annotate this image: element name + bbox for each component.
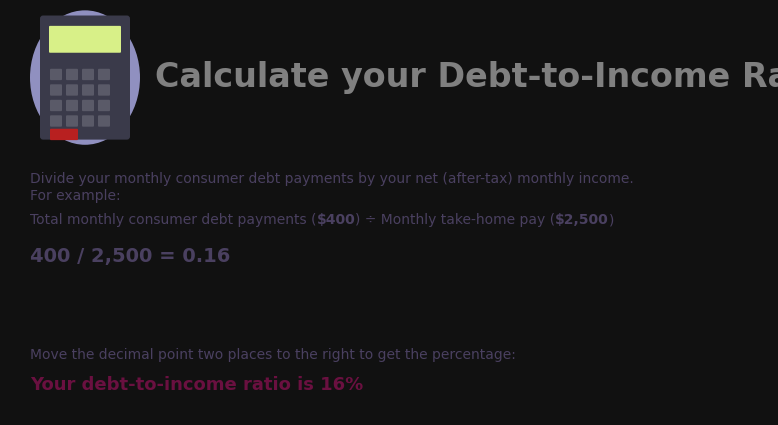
FancyBboxPatch shape — [82, 115, 94, 127]
FancyBboxPatch shape — [98, 100, 110, 111]
FancyBboxPatch shape — [50, 100, 62, 111]
FancyBboxPatch shape — [49, 26, 121, 53]
FancyBboxPatch shape — [66, 84, 78, 96]
FancyBboxPatch shape — [50, 69, 62, 80]
Text: $2,500: $2,500 — [555, 213, 609, 227]
FancyBboxPatch shape — [40, 16, 130, 140]
Text: Total monthly consumer debt payments (: Total monthly consumer debt payments ( — [30, 213, 317, 227]
FancyBboxPatch shape — [82, 69, 94, 80]
Ellipse shape — [30, 10, 140, 145]
FancyBboxPatch shape — [50, 129, 78, 140]
Text: 400 / 2,500 = 0.16: 400 / 2,500 = 0.16 — [30, 247, 230, 266]
FancyBboxPatch shape — [50, 84, 62, 96]
Text: For example:: For example: — [30, 189, 121, 203]
FancyBboxPatch shape — [98, 84, 110, 96]
FancyBboxPatch shape — [66, 69, 78, 80]
FancyBboxPatch shape — [82, 100, 94, 111]
Text: Divide your monthly consumer debt payments by your net (after-tax) monthly incom: Divide your monthly consumer debt paymen… — [30, 172, 634, 186]
Text: $400: $400 — [317, 213, 356, 227]
FancyBboxPatch shape — [50, 115, 62, 127]
Text: ) ÷ Monthly take-home pay (: ) ÷ Monthly take-home pay ( — [356, 213, 555, 227]
FancyBboxPatch shape — [98, 115, 110, 127]
Text: ): ) — [609, 213, 615, 227]
FancyBboxPatch shape — [98, 69, 110, 80]
Text: Move the decimal point two places to the right to get the percentage:: Move the decimal point two places to the… — [30, 348, 516, 362]
Text: Calculate your Debt-to-Income Ratio: Calculate your Debt-to-Income Ratio — [155, 61, 778, 94]
Text: Your debt-to-income ratio is 16%: Your debt-to-income ratio is 16% — [30, 376, 363, 394]
FancyBboxPatch shape — [66, 115, 78, 127]
FancyBboxPatch shape — [82, 84, 94, 96]
FancyBboxPatch shape — [66, 100, 78, 111]
